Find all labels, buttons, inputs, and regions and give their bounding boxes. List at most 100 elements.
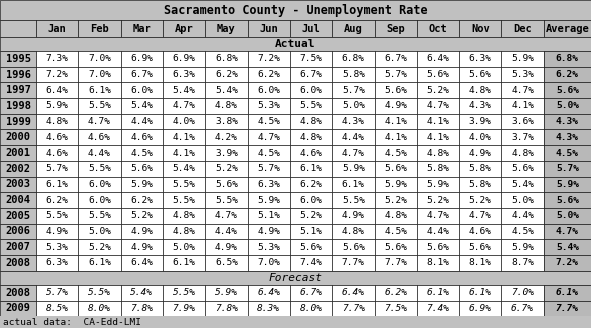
- Text: 2004: 2004: [5, 195, 31, 205]
- Text: 4.4%: 4.4%: [511, 211, 534, 220]
- Text: 5.5%: 5.5%: [46, 211, 69, 220]
- Text: 7.7%: 7.7%: [556, 304, 579, 313]
- Bar: [332, 285, 375, 300]
- Text: 4.4%: 4.4%: [427, 227, 450, 236]
- Text: 4.1%: 4.1%: [427, 117, 450, 126]
- Bar: [501, 145, 544, 161]
- Bar: [0, 37, 591, 51]
- Text: 5.6%: 5.6%: [556, 86, 579, 95]
- Text: 6.1%: 6.1%: [556, 288, 579, 297]
- Text: 4.7%: 4.7%: [556, 227, 579, 236]
- Bar: [332, 82, 375, 98]
- Bar: [248, 51, 290, 67]
- Bar: [459, 51, 501, 67]
- Bar: [121, 130, 163, 145]
- Text: 4.7%: 4.7%: [257, 133, 280, 142]
- Bar: [375, 67, 417, 82]
- Text: 5.2%: 5.2%: [131, 211, 153, 220]
- Bar: [248, 161, 290, 176]
- Text: 1996: 1996: [5, 70, 31, 80]
- Text: 6.3%: 6.3%: [257, 180, 280, 189]
- Bar: [501, 98, 544, 114]
- Text: 6.8%: 6.8%: [556, 54, 579, 63]
- Text: 4.6%: 4.6%: [131, 133, 153, 142]
- Bar: [163, 114, 205, 130]
- Bar: [375, 224, 417, 239]
- Bar: [79, 239, 121, 255]
- Bar: [79, 224, 121, 239]
- Bar: [375, 130, 417, 145]
- Text: 5.4%: 5.4%: [511, 180, 534, 189]
- Text: 6.2%: 6.2%: [131, 195, 153, 205]
- Text: 4.8%: 4.8%: [427, 149, 450, 157]
- Bar: [205, 192, 248, 208]
- Bar: [36, 224, 79, 239]
- Text: May: May: [217, 24, 236, 34]
- Text: 3.6%: 3.6%: [511, 117, 534, 126]
- Bar: [0, 239, 36, 255]
- Bar: [417, 224, 459, 239]
- Bar: [290, 300, 332, 316]
- Bar: [163, 130, 205, 145]
- Bar: [36, 239, 79, 255]
- Bar: [163, 208, 205, 224]
- Bar: [121, 176, 163, 192]
- Text: 8.1%: 8.1%: [469, 258, 492, 267]
- Text: Jul: Jul: [301, 24, 320, 34]
- Text: 3.7%: 3.7%: [511, 133, 534, 142]
- Text: 5.5%: 5.5%: [300, 101, 323, 111]
- Bar: [163, 82, 205, 98]
- Text: 4.5%: 4.5%: [257, 149, 280, 157]
- Bar: [459, 208, 501, 224]
- Text: 5.4%: 5.4%: [173, 86, 196, 95]
- Text: 4.6%: 4.6%: [469, 227, 492, 236]
- Bar: [417, 300, 459, 316]
- Bar: [36, 20, 79, 37]
- Bar: [205, 114, 248, 130]
- Bar: [544, 300, 591, 316]
- Text: 6.3%: 6.3%: [173, 70, 196, 79]
- Text: 5.5%: 5.5%: [88, 288, 111, 297]
- Text: 5.4%: 5.4%: [556, 243, 579, 252]
- Text: 2001: 2001: [5, 148, 31, 158]
- Bar: [163, 20, 205, 37]
- Text: 6.1%: 6.1%: [46, 180, 69, 189]
- Bar: [205, 300, 248, 316]
- Bar: [332, 145, 375, 161]
- Bar: [501, 114, 544, 130]
- Bar: [459, 161, 501, 176]
- Bar: [121, 145, 163, 161]
- Text: 5.8%: 5.8%: [342, 70, 365, 79]
- Bar: [248, 98, 290, 114]
- Text: 5.5%: 5.5%: [173, 288, 196, 297]
- Text: 7.8%: 7.8%: [215, 304, 238, 313]
- Bar: [0, 300, 36, 316]
- Text: 6.4%: 6.4%: [46, 86, 69, 95]
- Bar: [0, 208, 36, 224]
- Text: 5.9%: 5.9%: [556, 180, 579, 189]
- Bar: [248, 255, 290, 271]
- Bar: [375, 300, 417, 316]
- Bar: [544, 255, 591, 271]
- Text: 7.2%: 7.2%: [46, 70, 69, 79]
- Text: 3.8%: 3.8%: [215, 117, 238, 126]
- Bar: [79, 145, 121, 161]
- Bar: [163, 176, 205, 192]
- Bar: [501, 161, 544, 176]
- Text: 7.7%: 7.7%: [342, 258, 365, 267]
- Bar: [332, 239, 375, 255]
- Text: 2005: 2005: [5, 211, 31, 221]
- Text: 4.8%: 4.8%: [511, 149, 534, 157]
- Bar: [121, 20, 163, 37]
- Text: 5.6%: 5.6%: [342, 243, 365, 252]
- Text: 5.9%: 5.9%: [215, 288, 238, 297]
- Text: 6.0%: 6.0%: [300, 86, 323, 95]
- Bar: [290, 239, 332, 255]
- Text: 4.8%: 4.8%: [469, 86, 492, 95]
- Bar: [501, 208, 544, 224]
- Bar: [417, 208, 459, 224]
- Bar: [0, 20, 36, 37]
- Bar: [0, 114, 36, 130]
- Text: 8.3%: 8.3%: [257, 304, 280, 313]
- Text: 5.8%: 5.8%: [427, 164, 450, 173]
